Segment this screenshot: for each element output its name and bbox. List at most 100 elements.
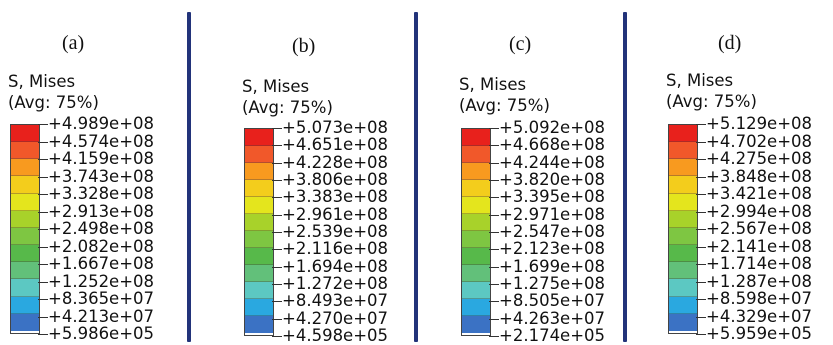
colorbar-tick-mark [272, 162, 282, 164]
colorbar-tick-mark [38, 211, 48, 213]
colorbar-swatch [11, 279, 39, 297]
colorbar-tick-label: +3.328e+08 [48, 184, 155, 203]
colorbar-tick-mark [38, 246, 48, 248]
colorbar-swatch [11, 296, 39, 314]
colorbar-tick-label: +1.252e+08 [48, 271, 155, 291]
colorbar-tick-mark [38, 316, 48, 318]
colorbar-swatch [11, 142, 39, 160]
colorbar-swatch [11, 262, 39, 280]
colorbar-tick-mark [38, 281, 48, 283]
colorbar-tick-mark [696, 124, 706, 125]
contour-legend-panel-d: (d) S, Mises (Avg: 75%) +5.129e+08 +4.702… [660, 0, 833, 343]
contour-legend-panel-a: (a) S, Mises (Avg: 75%) +4.989e+08 +4.574… [0, 0, 200, 343]
colorbar-tick-label: +4.668e+08 [499, 135, 606, 155]
colorbar-tick-label: +2.913e+08 [48, 201, 155, 221]
colorbar-tick-mark [489, 336, 499, 337]
colorbar-tick-label: +1.275e+08 [499, 274, 606, 293]
colorbar-swatch [669, 313, 697, 331]
colorbar-tick-label: +4.228e+08 [282, 152, 389, 172]
colorbar-swatch [669, 245, 697, 263]
legend-title-averaging: (Avg: 75%) [459, 96, 550, 115]
colorbar-swatch [669, 296, 697, 314]
colorbar [461, 128, 491, 336]
colorbar-tick-label: +4.989e+08 [48, 114, 155, 133]
colorbar-tick-label: +4.213e+07 [48, 306, 155, 326]
colorbar-tick-mark [489, 180, 499, 181]
colorbar-swatch [669, 176, 697, 194]
colorbar-tick-label: +2.123e+08 [499, 239, 606, 259]
colorbar [668, 124, 698, 334]
colorbar-tick-mark [272, 232, 282, 233]
colorbar-tick-label: +2.971e+08 [499, 204, 606, 224]
colorbar-swatch [11, 159, 39, 177]
colorbar-tick-label: +8.505e+07 [499, 291, 606, 311]
colorbar-tick-mark [272, 214, 282, 216]
panel-label: (c) [509, 33, 532, 55]
colorbar-tick-mark [696, 334, 706, 335]
colorbar-swatch [245, 282, 273, 299]
colorbar-tick-label: +4.702e+08 [706, 131, 813, 151]
colorbar-tick-mark [696, 159, 706, 160]
colorbar-tick-label: +5.073e+08 [282, 118, 389, 137]
colorbar-swatch [245, 146, 273, 163]
colorbar-tick-label: +4.598e+05 [282, 326, 389, 345]
colorbar-tick-label: +2.116e+08 [282, 239, 389, 259]
colorbar-swatch [245, 231, 273, 248]
colorbar-swatch [245, 265, 273, 282]
colorbar-swatch [462, 265, 490, 282]
colorbar-tick-mark [696, 229, 706, 230]
colorbar-tick-label: +3.395e+08 [499, 187, 606, 207]
legend-title-variable: S, Mises [8, 72, 76, 91]
colorbar-tick-mark [696, 176, 706, 178]
colorbar-swatch [11, 313, 39, 331]
colorbar-tick-mark [38, 141, 48, 143]
legend-title-averaging: (Avg: 75%) [8, 93, 99, 112]
contour-legend-panel-c: (c) S, Mises (Avg: 75%) +5.092e+08 +4.668… [453, 0, 653, 345]
colorbar-tick-label: +4.329e+07 [706, 306, 813, 326]
colorbar-tick-mark [272, 336, 282, 337]
legend-title-variable: S, Mises [459, 75, 527, 94]
colorbar-tick-label: +2.547e+08 [499, 222, 606, 241]
colorbar-tick-mark [489, 249, 499, 251]
colorbar-tick-label: +3.383e+08 [282, 187, 389, 207]
colorbar-tick-mark [272, 197, 282, 199]
colorbar-tick-label: +1.694e+08 [282, 256, 389, 276]
colorbar-swatch [462, 282, 490, 299]
colorbar-tick-mark [38, 264, 48, 265]
colorbar-tick-label: +2.994e+08 [706, 201, 813, 221]
colorbar-swatch [462, 197, 490, 214]
colorbar-tick-mark [38, 159, 48, 160]
colorbar-tick-label: +8.365e+07 [48, 289, 155, 308]
colorbar-tick-mark [489, 197, 499, 199]
colorbar-tick-label: +1.272e+08 [282, 274, 389, 293]
colorbar-tick-label: +2.141e+08 [706, 236, 813, 256]
colorbar-swatch [462, 163, 490, 180]
legend-title-averaging: (Avg: 75%) [666, 92, 757, 111]
colorbar-swatch [11, 193, 39, 211]
colorbar-swatch [245, 316, 273, 333]
colorbar-tick-label: +4.651e+08 [282, 135, 389, 155]
colorbar-tick-label: +3.743e+08 [48, 166, 155, 186]
colorbar-tick-mark [272, 128, 282, 129]
colorbar-tick-label: +2.961e+08 [282, 204, 389, 224]
colorbar-swatch [462, 129, 490, 146]
colorbar-swatch [245, 163, 273, 180]
legend-title: S, Mises (Avg: 75%) [459, 74, 550, 116]
colorbar-tick-mark [696, 194, 706, 195]
colorbar-swatch [11, 227, 39, 246]
colorbar-swatch [11, 245, 39, 263]
colorbar-tick-mark [489, 284, 499, 285]
colorbar-tick-label: +2.539e+08 [282, 222, 389, 241]
colorbar-tick-label: +1.287e+08 [706, 271, 813, 291]
legend-title-variable: S, Mises [242, 77, 310, 96]
colorbar-tick-label: +4.263e+07 [499, 308, 606, 328]
colorbar-tick-mark [489, 214, 499, 216]
colorbar-tick-label: +1.667e+08 [48, 254, 155, 273]
colorbar-swatch [462, 146, 490, 163]
panel-divider [187, 12, 191, 342]
colorbar-swatch [462, 231, 490, 248]
colorbar-swatch [669, 210, 697, 228]
colorbar-tick-label: +3.421e+08 [706, 184, 813, 203]
colorbar-tick-mark [38, 229, 48, 230]
colorbar-swatch [11, 210, 39, 228]
